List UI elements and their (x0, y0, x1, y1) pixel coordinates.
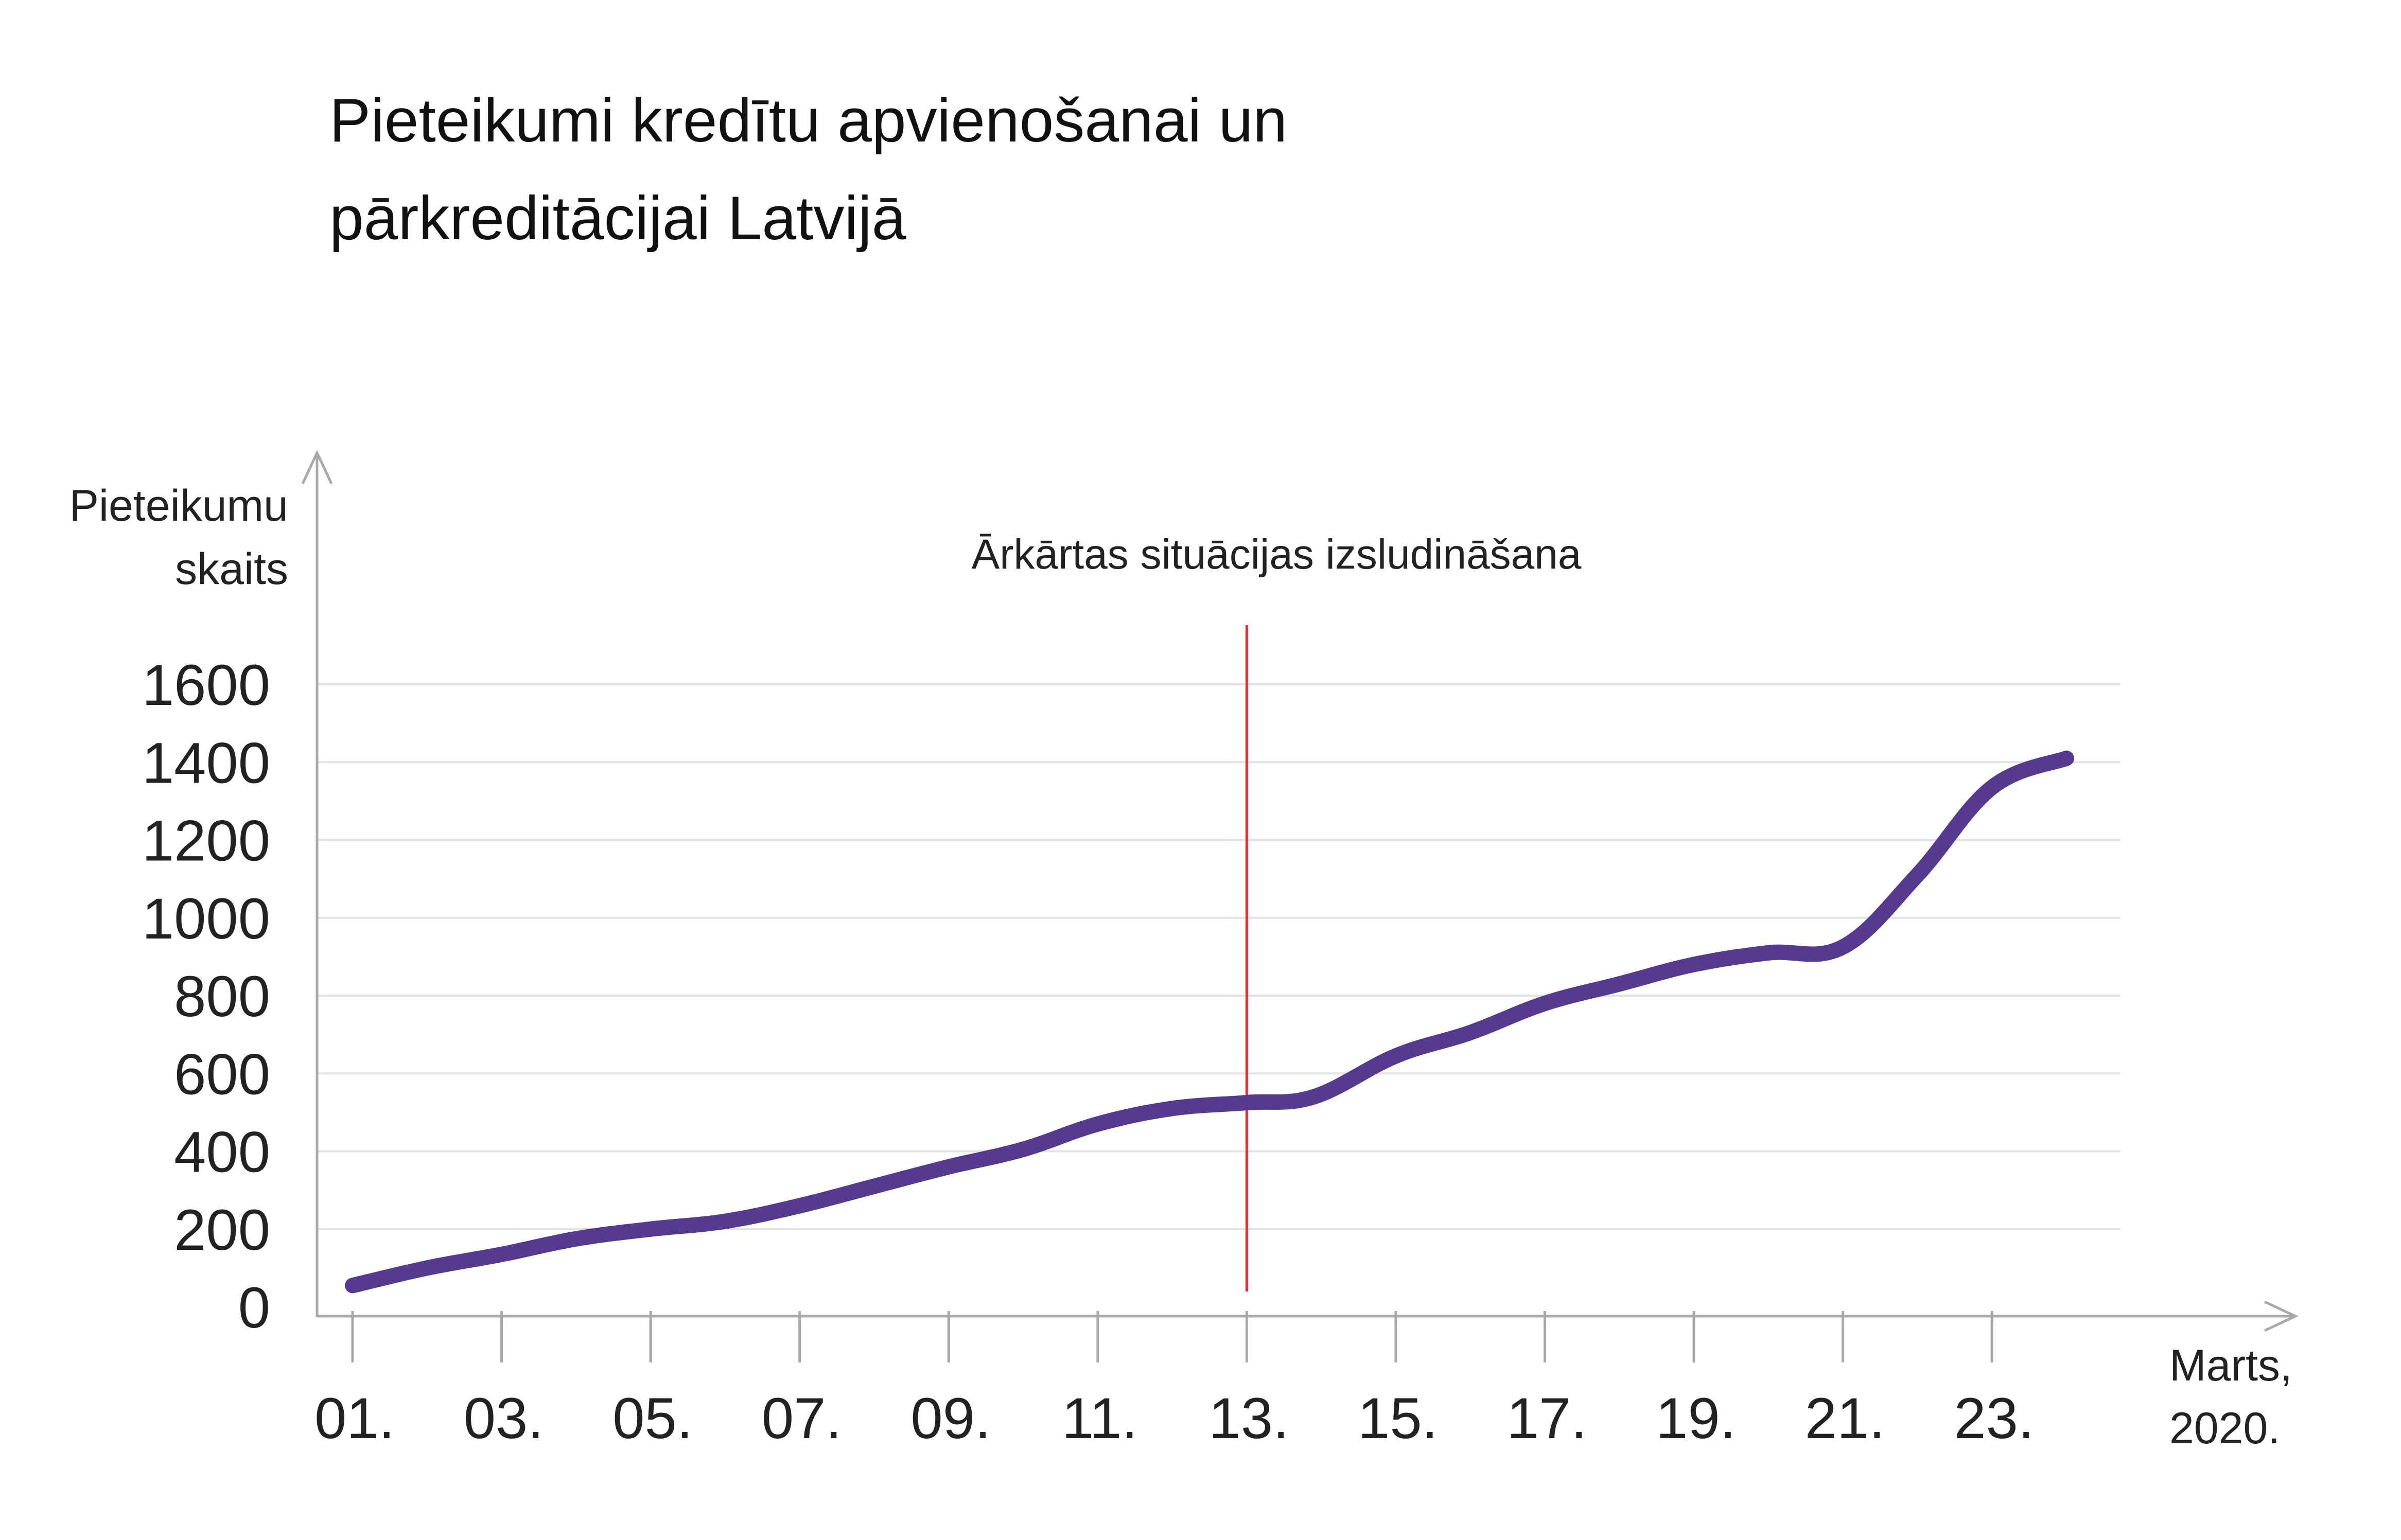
data-point-6 (792, 1198, 808, 1213)
x-tick-label-1: 01. (314, 1386, 395, 1450)
data-point-4 (643, 1222, 658, 1237)
data-point-7 (866, 1179, 882, 1194)
data-point-2 (494, 1247, 510, 1262)
x-tick-label-9: 09. (910, 1386, 991, 1450)
data-point-13 (1306, 1089, 1322, 1105)
data-point-10 (1090, 1117, 1106, 1132)
data-points (345, 751, 2074, 1294)
data-point-16 (1537, 996, 1553, 1011)
grid-lines (317, 683, 2120, 1230)
data-point-1 (419, 1260, 435, 1276)
y-axis-label-line-2: skaits (175, 544, 288, 594)
data-point-11 (1165, 1101, 1180, 1116)
y-axis-label-line-1: Pieteikumu (69, 481, 288, 530)
y-tick-label-1400: 1400 (142, 731, 270, 795)
x-axis-label-line-1: Marts, (2169, 1341, 2292, 1390)
data-point-21 (1909, 868, 1925, 883)
emergency-declaration-label: Ārkārtas situācijas izsludināšana (972, 531, 1582, 578)
chart-title-line-2: pārkreditācijai Latvijā (329, 184, 906, 253)
x-tick-label-11: 11. (1062, 1386, 1137, 1450)
y-axis-arrow (301, 450, 333, 485)
data-point-20 (1835, 939, 1851, 954)
data-point-12 (1239, 1095, 1254, 1110)
x-tick-label-5: 05. (612, 1386, 693, 1450)
x-tick-label-21: 21. (1805, 1386, 1885, 1450)
x-tick-label-17: 17. (1507, 1386, 1587, 1450)
y-tick-label-0: 0 (238, 1276, 270, 1340)
y-tick-label-1200: 1200 (142, 809, 270, 873)
annotation: Ārkārtas situācijas izsludināšana (972, 531, 1582, 1291)
y-tick-label-400: 400 (174, 1120, 270, 1184)
y-tick-label-200: 200 (174, 1198, 270, 1262)
data-point-8 (941, 1159, 956, 1175)
axes (301, 450, 2299, 1332)
data-point-19 (1761, 945, 1776, 961)
data-point-9 (1015, 1142, 1031, 1157)
data-point-15 (1463, 1025, 1478, 1040)
data-point-3 (568, 1231, 584, 1247)
chart-title-line-1: Pieteikumi kredītu apvienošanai un (329, 86, 1288, 155)
data-point-17 (1611, 976, 1627, 992)
y-tick-label-800: 800 (174, 964, 270, 1029)
x-axis-label-line-2: 2020. (2169, 1404, 2280, 1453)
x-tick-marks: 01. 03. 05. 07. 09. 11. 13. 15. 17. 19. 21. 23. (314, 1311, 2034, 1450)
x-tick-label-15: 15. (1358, 1386, 1438, 1450)
y-tick-label-1000: 1000 (142, 887, 270, 951)
x-axis-arrow (2264, 1300, 2299, 1332)
data-point-14 (1388, 1048, 1404, 1064)
x-tick-label-13: 13. (1209, 1386, 1289, 1450)
data-point-18 (1686, 957, 1702, 972)
data-point-5 (717, 1214, 733, 1229)
x-tick-label-23: 23. (1954, 1386, 2034, 1450)
x-tick-label-3: 03. (464, 1386, 544, 1450)
series-line (345, 750, 2074, 1294)
x-tick-label-7: 07. (762, 1386, 842, 1450)
data-point-23 (2059, 751, 2074, 766)
data-point-22 (1984, 780, 2000, 795)
data-point-0 (345, 1278, 360, 1293)
y-tick-label-600: 600 (174, 1042, 270, 1106)
y-tick-labels: 0 200 400 600 800 1000 1200 1400 1600 (142, 653, 270, 1340)
y-tick-label-1600: 1600 (142, 653, 270, 717)
x-tick-label-19: 19. (1656, 1386, 1736, 1450)
